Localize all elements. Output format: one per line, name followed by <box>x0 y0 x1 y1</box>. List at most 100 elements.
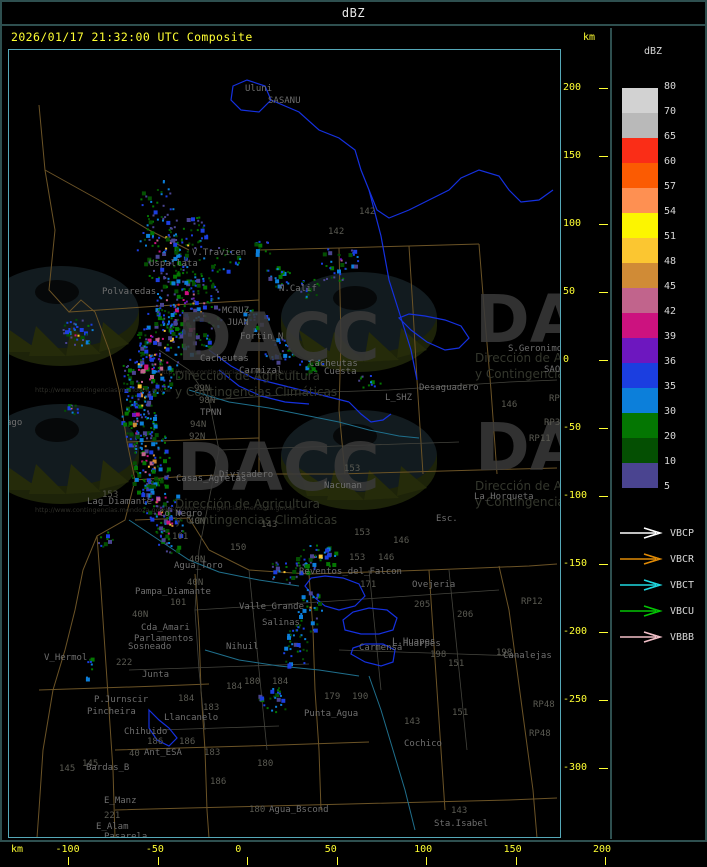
vector-legend-row[interactable]: VBCT <box>618 572 706 598</box>
place-label: RP3 <box>544 418 560 428</box>
radar-echo-pixel <box>140 392 143 395</box>
radar-echo-pixel <box>172 303 175 306</box>
radar-echo-pixel <box>268 276 273 281</box>
radar-echo-pixel <box>205 291 208 294</box>
colorbar-swatch[interactable] <box>622 88 658 113</box>
x-tick-label: 150 <box>503 844 522 855</box>
colorbar-swatch[interactable] <box>622 363 658 388</box>
colorbar-value-label: 65 <box>664 131 677 142</box>
place-label: E_Manz <box>104 796 137 806</box>
radar-echo-pixel <box>299 615 303 619</box>
colorbar-swatch[interactable] <box>622 438 658 463</box>
radar-echo-pixel <box>146 341 149 344</box>
radar-echo-pixel <box>316 282 319 285</box>
radar-echo-pixel <box>198 259 201 261</box>
colorbar[interactable] <box>622 88 658 488</box>
colorbar-swatch[interactable] <box>622 213 658 238</box>
colorbar-swatch[interactable] <box>622 238 658 263</box>
radar-echo-pixel <box>185 300 188 303</box>
colorbar-swatch[interactable] <box>622 313 658 338</box>
radar-echo-pixel <box>181 297 184 300</box>
place-label: V_Hermol <box>44 653 87 663</box>
radar-echo-pixel <box>137 473 142 478</box>
radar-echo-pixel <box>160 359 162 362</box>
radar-echo-pixel <box>140 346 145 351</box>
colorbar-swatch[interactable] <box>622 338 658 363</box>
svg-text:y Contingencias Climáticas: y Contingencias Climáticas <box>175 513 337 527</box>
radar-echo-pixel <box>151 244 154 247</box>
radar-echo-pixel <box>288 272 291 275</box>
colorbar-swatch[interactable] <box>622 413 658 438</box>
radar-echo-pixel <box>133 401 136 403</box>
radar-echo-pixel <box>166 326 169 329</box>
colorbar-swatch[interactable] <box>622 263 658 288</box>
place-label: 40N <box>189 517 205 527</box>
radar-echo-pixel <box>253 316 256 319</box>
radar-echo-pixel <box>165 299 168 302</box>
radar-echo-pixel <box>157 316 162 321</box>
svg-text:http://www.contingencias.mendo: http://www.contingencias.mendoza.gov.ar <box>35 386 172 394</box>
radar-echo-pixel <box>333 276 336 279</box>
radar-echo-pixel <box>307 568 310 571</box>
place-label: 180 <box>257 759 273 769</box>
radar-echo-pixel <box>195 335 200 340</box>
radar-echo-pixel <box>143 409 146 412</box>
vector-legend-row[interactable]: VBBB <box>618 624 706 650</box>
radar-echo-pixel <box>196 283 201 288</box>
vector-legend-label: VBBB <box>670 631 695 643</box>
radar-echo-pixel <box>157 358 160 361</box>
radar-echo-pixel <box>281 273 284 276</box>
radar-echo-pixel <box>337 253 340 256</box>
radar-echo-pixel <box>166 470 169 473</box>
radar-echo-pixel <box>142 478 145 481</box>
colorbar-swatch[interactable] <box>622 288 658 313</box>
radar-echo-pixel <box>124 369 127 372</box>
radar-echo-pixel <box>362 386 365 389</box>
radar-echo-pixel <box>266 707 269 710</box>
radar-echo-pixel <box>173 274 178 279</box>
x-axis-unit-label: km <box>11 844 24 855</box>
radar-echo-pixel <box>200 273 203 275</box>
place-label: 150 <box>230 543 246 553</box>
radar-echo-pixel <box>165 237 170 242</box>
radar-echo-pixel <box>165 272 168 275</box>
radar-echo-pixel <box>136 420 139 423</box>
vector-legend-row[interactable]: VBCU <box>618 598 706 624</box>
radar-echo-pixel <box>148 481 151 484</box>
radar-echo-pixel <box>180 239 183 242</box>
radar-echo-pixel <box>98 542 100 545</box>
radar-echo-pixel <box>201 237 203 240</box>
vector-legend-row[interactable]: VBCP <box>618 520 706 546</box>
radar-echo-pixel <box>129 386 132 389</box>
radar-echo-pixel <box>314 606 319 611</box>
colorbar-swatch[interactable] <box>622 113 658 138</box>
radar-echo-pixel <box>156 524 159 527</box>
colorbar-swatch[interactable] <box>622 163 658 188</box>
colorbar-swatch[interactable] <box>622 388 658 413</box>
radar-echo-pixel <box>202 312 204 315</box>
colorbar-swatch[interactable] <box>622 463 658 488</box>
radar-echo-pixel <box>315 617 318 620</box>
radar-echo-pixel <box>306 571 311 576</box>
radar-echo-pixel <box>176 364 179 367</box>
radar-echo-pixel <box>326 562 331 567</box>
radar-echo-pixel <box>188 242 191 245</box>
radar-echo-pixel <box>152 484 157 489</box>
radar-echo-pixel <box>305 366 310 371</box>
radar-plot-frame[interactable]: DACC DACC DACC DACC Dirección de Agricul… <box>8 49 561 838</box>
radar-echo-pixel <box>125 366 128 368</box>
place-label: 151 <box>448 659 464 669</box>
radar-echo-pixel <box>172 340 175 343</box>
colorbar-swatch[interactable] <box>622 138 658 163</box>
place-label: 40N <box>187 578 203 588</box>
radar-echo-pixel <box>289 640 292 643</box>
colorbar-swatch[interactable] <box>622 188 658 213</box>
vector-legend-row[interactable]: VBCR <box>618 546 706 572</box>
place-label: Co_Negro <box>159 509 202 519</box>
y-tick-label: -100 <box>563 490 588 501</box>
radar-echo-pixel <box>139 446 142 449</box>
svg-text:DACC: DACC <box>475 281 561 358</box>
radar-echo-pixel <box>291 576 296 580</box>
radar-echo-pixel <box>202 226 205 229</box>
radar-echo-pixel <box>179 255 182 258</box>
